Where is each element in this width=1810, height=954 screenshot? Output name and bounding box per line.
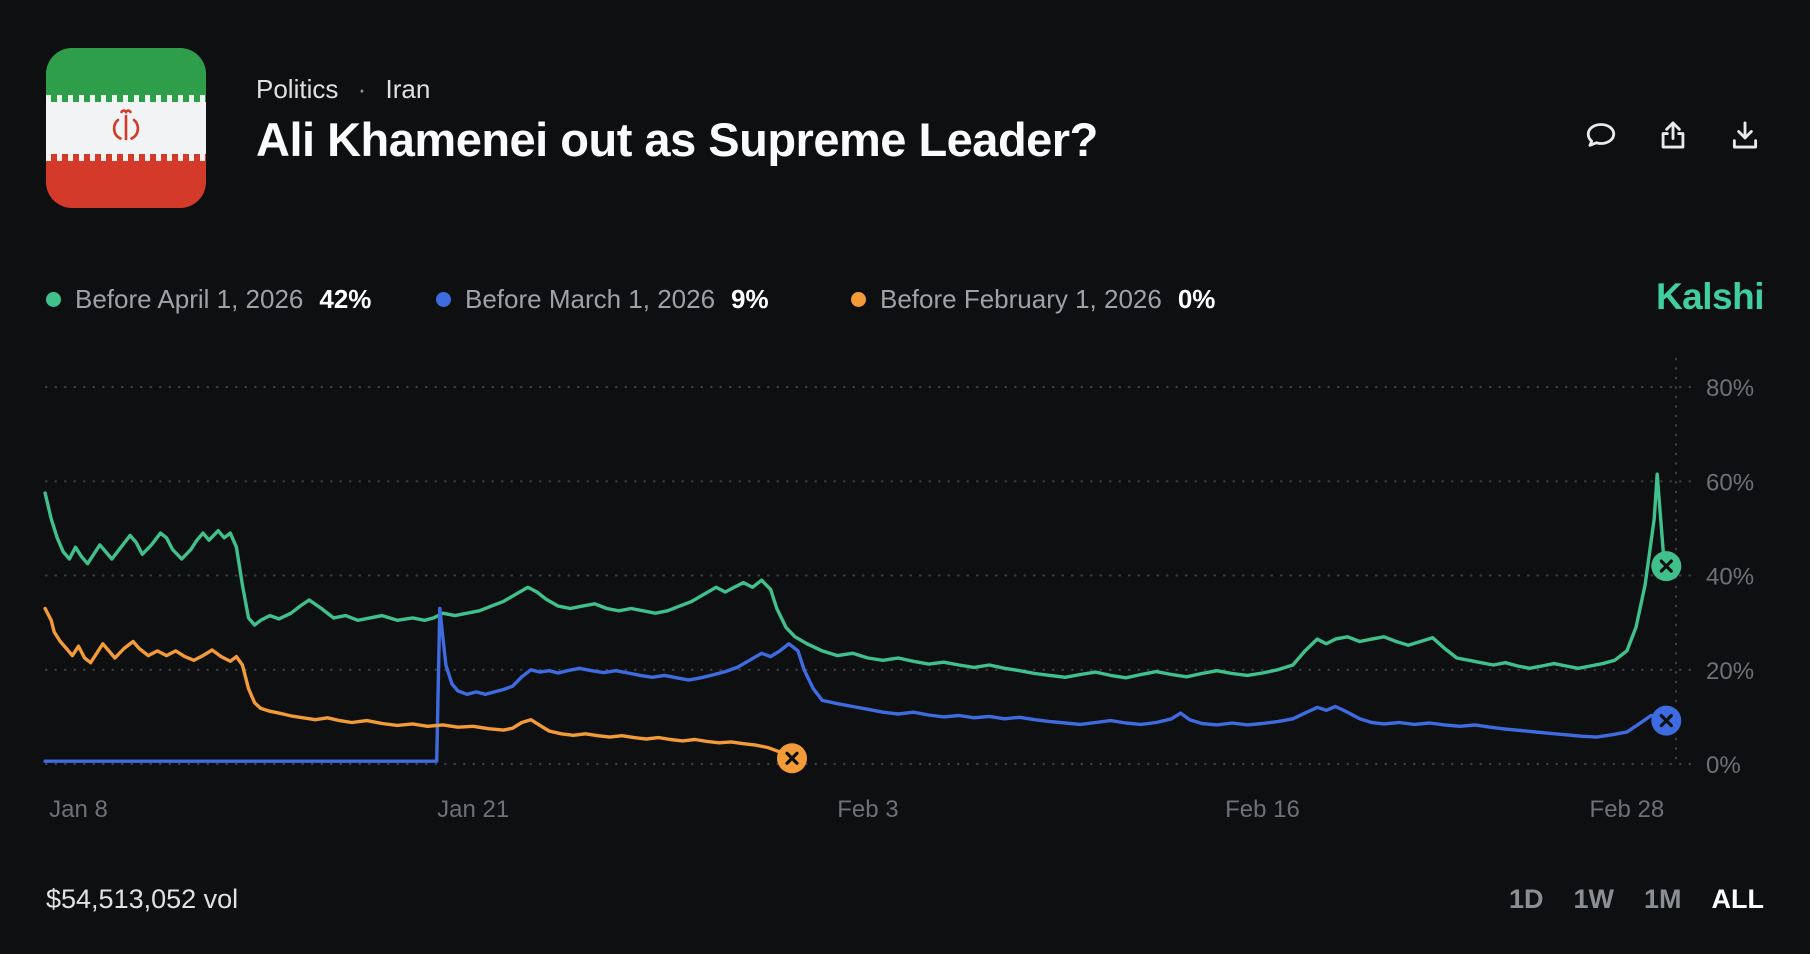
legend-value: 42%: [319, 284, 372, 314]
y-tick-label: 60%: [1706, 469, 1754, 496]
range-button-1w[interactable]: 1W: [1573, 884, 1615, 914]
series-line-0: [43, 472, 1669, 680]
flag-white-stripe: [46, 102, 206, 154]
breadcrumb: Politics · Iran: [256, 74, 430, 105]
y-tick-label: 0%: [1706, 752, 1741, 779]
page-title: Ali Khamenei out as Supreme Leader?: [256, 113, 1098, 166]
x-tick-label: Feb 3: [837, 796, 898, 823]
breadcrumb-region[interactable]: Iran: [385, 74, 431, 104]
legend-dot-green: [46, 292, 61, 307]
iran-flag-image: [46, 48, 206, 208]
range-button-1m[interactable]: 1M: [1644, 884, 1682, 914]
legend-dot-orange: [851, 292, 866, 307]
legend-label: Before March 1, 2026: [465, 284, 716, 314]
share-button[interactable]: [1654, 116, 1692, 154]
marker-x-icon: [785, 751, 799, 765]
marker-x-icon: [1659, 714, 1673, 728]
legend-value: 9%: [731, 284, 769, 314]
legend-dot-blue: [436, 292, 451, 307]
x-tick-label: Jan 21: [437, 796, 509, 823]
legend-value: 0%: [1177, 284, 1216, 314]
flag-green-stripe: [46, 48, 206, 103]
breadcrumb-category[interactable]: Politics: [256, 74, 339, 104]
breadcrumb-separator: ·: [357, 74, 367, 104]
x-tick-label: Jan 8: [49, 796, 108, 823]
x-tick-label: Feb 16: [1225, 796, 1300, 823]
y-tick-label: 20%: [1706, 658, 1754, 685]
flag-red-stripe: [46, 153, 206, 208]
header-actions: [1582, 116, 1764, 154]
series-line-1: [43, 606, 1669, 763]
time-range-selector: 1D 1W 1M ALL: [1509, 884, 1764, 915]
iran-emblem-icon: [112, 109, 140, 141]
range-button-1d[interactable]: 1D: [1508, 884, 1544, 914]
range-button-all[interactable]: ALL: [1711, 884, 1764, 914]
legend-label: Before February 1, 2026: [880, 284, 1162, 314]
series-line-2: [43, 606, 794, 760]
comment-button[interactable]: [1582, 116, 1620, 154]
legend-item-before-march[interactable]: Before March 1, 2026 9%: [436, 284, 769, 315]
share-icon: [1661, 121, 1685, 149]
marker-x-icon: [1659, 559, 1673, 573]
kalshi-logo[interactable]: Kalshi: [1655, 276, 1765, 317]
comment-icon: [1586, 123, 1616, 147]
y-tick-label: 40%: [1706, 564, 1754, 591]
price-chart[interactable]: 0% 20% 40% 60% 80% Jan 8 Jan 21 Feb 3 Feb 16 Feb …: [0, 340, 1810, 860]
legend-item-before-february[interactable]: Before February 1, 2026 0%: [851, 284, 1215, 315]
y-tick-label: 80%: [1706, 375, 1754, 402]
download-button[interactable]: [1726, 116, 1764, 154]
volume-label: $54,513,052 vol: [46, 884, 239, 914]
download-icon: [1732, 121, 1758, 149]
legend-label: Before April 1, 2026: [75, 284, 304, 314]
x-tick-label: Feb 28: [1590, 796, 1665, 823]
legend-item-before-april[interactable]: Before April 1, 2026 42%: [46, 284, 371, 315]
